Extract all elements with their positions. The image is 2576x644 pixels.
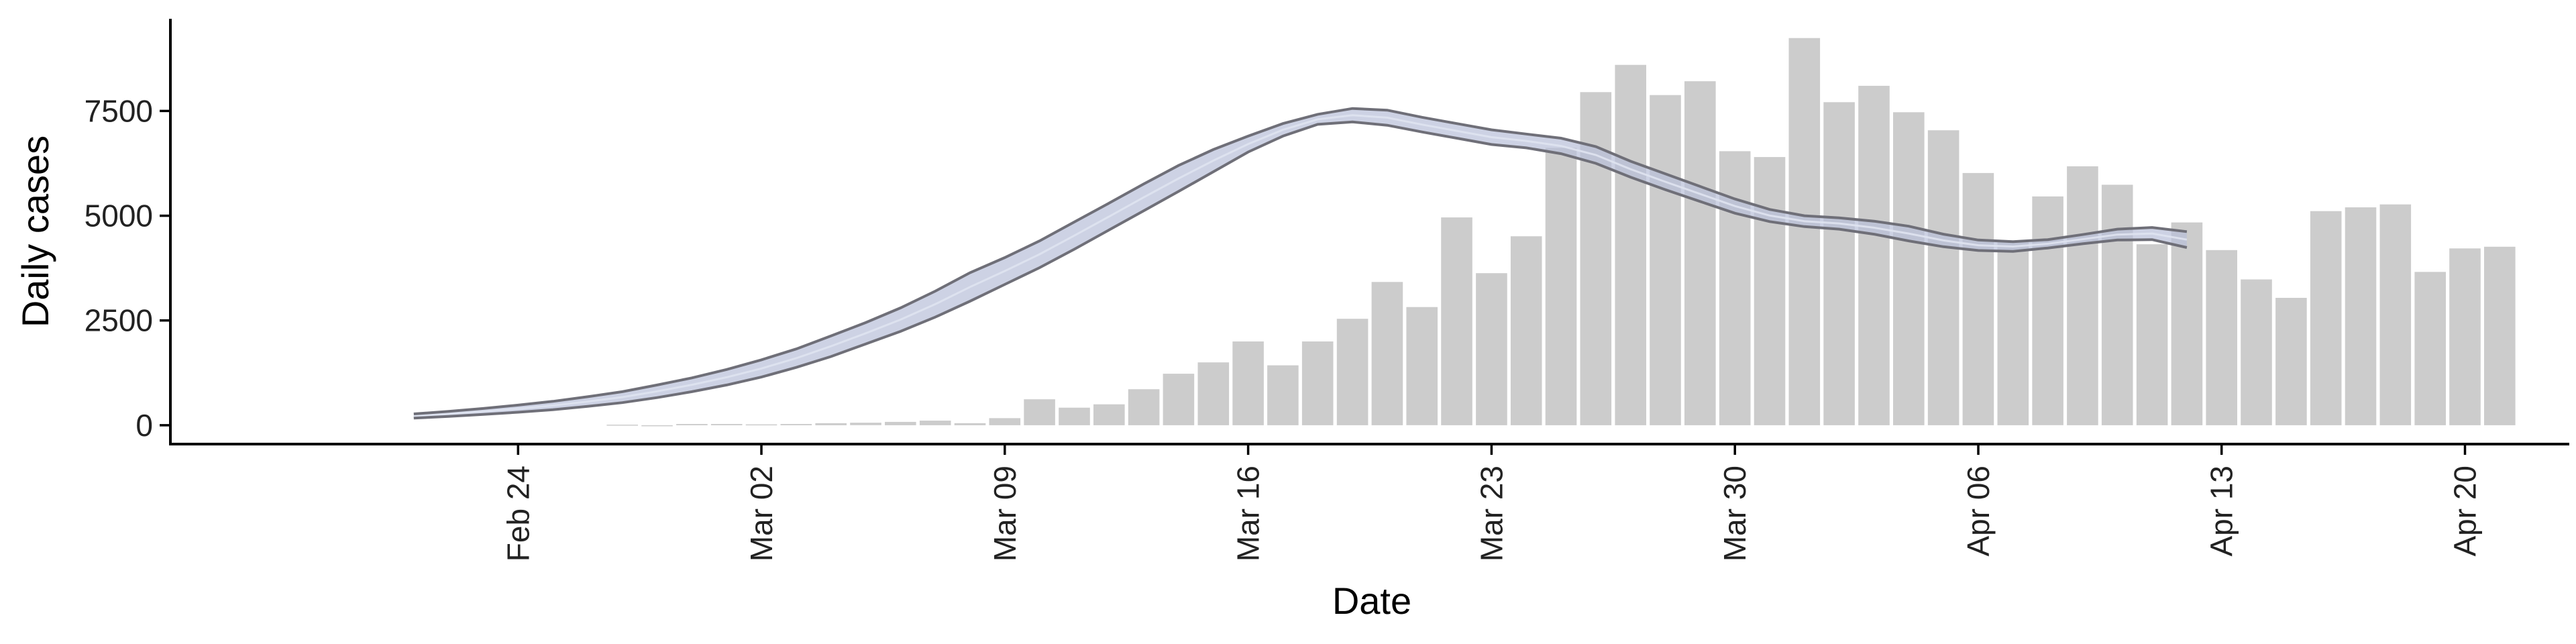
bar: [1301, 341, 1334, 425]
bar: [815, 423, 847, 425]
bar: [1858, 85, 1890, 425]
bar: [606, 425, 638, 426]
bar: [641, 425, 673, 427]
bar: [850, 423, 881, 425]
bar: [1893, 112, 1925, 425]
bar: [1997, 241, 2029, 425]
bar: [2032, 196, 2063, 425]
bar: [1823, 102, 1855, 425]
x-tick-label: Mar 30: [1717, 466, 1752, 561]
bar: [2345, 207, 2377, 425]
bar: [745, 424, 777, 426]
bar: [2101, 184, 2133, 425]
trend-band-lower-line: [413, 120, 2188, 420]
bar: [1927, 130, 1960, 425]
trend-band-upper-line: [413, 107, 2188, 415]
bar: [1232, 341, 1264, 425]
x-tick-label: Mar 23: [1474, 466, 1509, 561]
bar: [2275, 298, 2307, 425]
bar: [2379, 204, 2412, 425]
bar: [1406, 307, 1438, 425]
x-tick-label: Apr 13: [2204, 466, 2239, 557]
y-tick-label: 7500: [85, 93, 153, 128]
bar: [1371, 282, 1403, 425]
x-tick-label: Mar 16: [1231, 466, 1266, 561]
x-tick-label: Feb 24: [500, 466, 535, 561]
bar: [1267, 365, 1299, 425]
bar: [954, 423, 986, 425]
axes: [169, 19, 2569, 445]
bar: [2206, 250, 2237, 425]
bar: [919, 421, 951, 425]
bar: [1788, 38, 1821, 425]
bar: [1093, 404, 1125, 425]
bar: [2171, 222, 2203, 425]
y-axis-title: Daily cases: [14, 136, 56, 327]
bar: [1545, 148, 1577, 425]
bar: [2484, 246, 2516, 425]
bar: [2310, 211, 2342, 425]
bar: [1962, 172, 1994, 425]
bar: [1719, 151, 1751, 425]
bar: [989, 418, 1021, 425]
x-tick-label: Apr 20: [2448, 466, 2483, 557]
bar: [1197, 362, 1230, 425]
y-tick-label: 0: [136, 408, 153, 443]
bar: [676, 424, 708, 425]
bar: [2241, 279, 2272, 425]
y-ticks: 0 2500 5000 7500: [85, 93, 170, 443]
bar: [1684, 81, 1716, 425]
x-axis-title: Date: [1332, 580, 1411, 622]
bar: [1580, 92, 1612, 425]
y-tick-label: 2500: [85, 303, 153, 338]
bar: [1163, 374, 1195, 425]
trend-band-area: [413, 108, 2187, 419]
bar: [1615, 64, 1646, 425]
bar: [1650, 95, 1681, 425]
y-tick-label: 5000: [85, 199, 153, 233]
trend-band-layer: [413, 107, 2188, 420]
x-ticks: Feb 24 Mar 02 Mar 09 Mar 16 Mar 23 Mar 30 Apr …: [500, 444, 2483, 561]
bar: [1754, 157, 1786, 425]
bar: [1059, 407, 1090, 425]
bar: [2414, 272, 2446, 425]
bar: [2067, 166, 2098, 425]
x-tick-label: Apr 06: [1961, 466, 1996, 557]
bars-layer: [606, 38, 2516, 427]
bar: [885, 421, 916, 425]
bar: [2136, 244, 2168, 425]
bar: [710, 424, 743, 425]
bar: [1476, 273, 1507, 425]
bar: [1336, 319, 1368, 425]
x-tick-label: Mar 02: [744, 466, 779, 561]
bar: [2449, 248, 2481, 425]
x-tick-label: Mar 09: [987, 466, 1022, 561]
bar: [780, 424, 812, 425]
bar: [1024, 399, 1055, 425]
trend-band-mid: [413, 114, 2188, 417]
bar: [1128, 389, 1160, 425]
bar: [1510, 236, 1542, 425]
bar: [1441, 217, 1472, 425]
